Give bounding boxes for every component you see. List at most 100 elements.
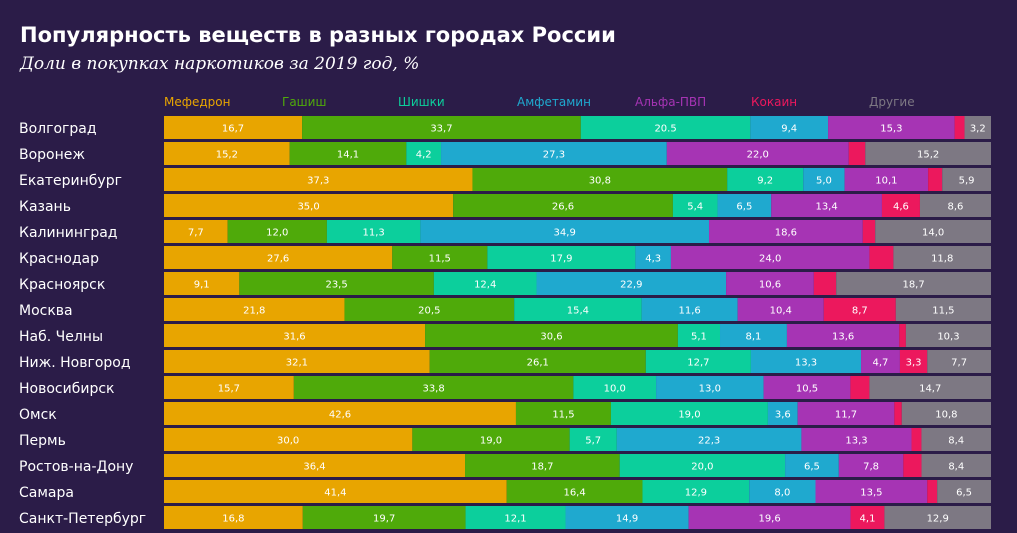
data-label-наб-челны-4: 13,6: [832, 332, 854, 343]
bar-segment-новосибирск-3: [656, 376, 764, 399]
data-label-санкт-петербург-3: 14,9: [616, 514, 638, 525]
data-label-казань-0: 35,0: [297, 202, 319, 213]
data-label-воронеж-0: 15,2: [216, 150, 238, 161]
data-label-ниж-новгород-3: 13,3: [795, 358, 817, 369]
data-label-екатеринбург-1: 30,8: [589, 176, 611, 187]
data-label-новосибирск-2: 10,0: [604, 384, 626, 395]
data-label-москва-4: 10,4: [770, 306, 792, 317]
bar-segment-ростов-на-дону-4: [838, 454, 904, 477]
bar-segment-москва-0: [164, 298, 345, 321]
bar-segment-калининград-1: [227, 220, 327, 243]
city-label-самара: Самара: [19, 485, 74, 501]
data-label-самара-4: 13,5: [860, 488, 882, 499]
bar-segment-ниж-новгород-2: [645, 350, 751, 373]
bar-segment-омск-2: [610, 402, 768, 425]
data-label-пермь-2: 5,7: [585, 436, 601, 447]
bar-segment-наб-челны-2: [677, 324, 721, 347]
city-label-ростов-на-дону: Ростов-на-Дону: [19, 459, 133, 475]
bar-segment-калининград-4: [708, 220, 863, 243]
bar-segment-казань-2: [672, 194, 718, 217]
bar-segment-екатеринбург-0: [164, 168, 473, 191]
bar-segment-красноярск-6: [836, 272, 991, 295]
data-label-краснодар-3: 4,3: [645, 254, 661, 265]
bar-segment-казань-0: [164, 194, 454, 217]
bar-segment-омск-5: [894, 402, 902, 425]
bar-segment-наб-челны-1: [425, 324, 678, 347]
legend-label-1: Гашиш: [282, 95, 326, 109]
bar-segment-санкт-петербург-3: [565, 506, 689, 529]
bar-segment-калининград-5: [862, 220, 876, 243]
bar-segment-воронеж-1: [289, 142, 407, 165]
data-label-пермь-0: 30,0: [277, 436, 299, 447]
city-label-санкт-петербург: Санкт-Петербург: [19, 511, 146, 527]
data-label-волгоград-0: 16,7: [222, 124, 244, 135]
bar-segment-ниж-новгород-5: [899, 350, 928, 373]
data-label-волгоград-2: 20.5: [654, 124, 676, 135]
bar-segment-санкт-петербург-2: [465, 506, 566, 529]
legend-label-3: Амфетамин: [517, 95, 591, 109]
data-label-наб-челны-6: 10,3: [937, 332, 959, 343]
bar-segment-красноярск-0: [164, 272, 240, 295]
bar-segment-волгоград-2: [580, 116, 751, 139]
bar-segment-екатеринбург-4: [844, 168, 929, 191]
data-label-ниж-новгород-0: 32,1: [286, 358, 308, 369]
data-label-калининград-3: 34,9: [554, 228, 576, 239]
bar-segment-волгоград-4: [828, 116, 955, 139]
data-label-калининград-2: 11,3: [363, 228, 385, 239]
bar-segment-воронеж-3: [441, 142, 667, 165]
bar-segment-ростов-на-дону-5: [903, 454, 922, 477]
data-label-екатеринбург-0: 37,3: [307, 176, 329, 187]
data-label-краснодар-1: 11,5: [429, 254, 451, 265]
data-label-самара-2: 12,9: [685, 488, 707, 499]
city-label-краснодар: Краснодар: [19, 251, 99, 267]
data-label-москва-3: 11,6: [679, 306, 701, 317]
data-label-екатеринбург-4: 10,1: [875, 176, 897, 187]
bar-segment-наб-челны-4: [786, 324, 900, 347]
data-label-волгоград-4: 15,3: [880, 124, 902, 135]
data-label-новосибирск-3: 13,0: [699, 384, 721, 395]
bar-segment-пермь-3: [616, 428, 802, 451]
bar-segment-москва-2: [514, 298, 642, 321]
data-label-казань-2: 5,4: [687, 202, 703, 213]
data-label-казань-1: 26,6: [552, 202, 574, 213]
bar-segment-наб-челны-0: [164, 324, 426, 347]
bar-segment-екатеринбург-6: [942, 168, 991, 191]
data-label-калининград-1: 12,0: [266, 228, 288, 239]
data-label-пермь-3: 22,3: [698, 436, 720, 447]
data-label-ниж-новгород-1: 26,1: [527, 358, 549, 369]
data-label-ростов-на-дону-0: 36,4: [303, 462, 325, 473]
city-label-ниж-новгород: Ниж. Новгород: [19, 355, 131, 371]
data-label-краснодар-2: 17,9: [550, 254, 572, 265]
bar-segment-краснодар-4: [670, 246, 870, 269]
data-label-ростов-на-дону-1: 18,7: [531, 462, 553, 473]
city-label-волгоград: Волгоград: [19, 121, 97, 137]
bar-segment-казань-6: [919, 194, 991, 217]
bar-segment-самара-6: [937, 480, 991, 503]
data-label-наб-челны-2: 5,1: [691, 332, 707, 343]
data-label-москва-6: 11,5: [932, 306, 954, 317]
bar-segment-омск-1: [515, 402, 611, 425]
data-label-ниж-новгород-2: 12,7: [687, 358, 709, 369]
data-label-екатеринбург-2: 9,2: [757, 176, 773, 187]
bar-segment-самара-4: [815, 480, 928, 503]
data-label-ниж-новгород-6: 7,7: [951, 358, 967, 369]
bar-segment-екатеринбург-2: [727, 168, 804, 191]
bar-segment-москва-6: [895, 298, 991, 321]
bar-segment-краснодар-5: [869, 246, 894, 269]
plot-area: Волгоград 16,7 33,7 20.5 9,4 15,3 3,2 Воронеж 15…: [19, 116, 991, 529]
bar-segment-самара-3: [749, 480, 816, 503]
bar-segment-красноярск-4: [726, 272, 814, 295]
data-label-новосибирск-6: 14,7: [919, 384, 941, 395]
data-label-самара-3: 8,0: [774, 488, 790, 499]
data-label-москва-0: 21,8: [243, 306, 265, 317]
bar-segment-наб-челны-6: [905, 324, 991, 347]
data-label-новосибирск-1: 33,8: [422, 384, 444, 395]
bar-segment-краснодар-1: [392, 246, 488, 269]
bar-segment-ниж-новгород-6: [927, 350, 991, 373]
data-label-казань-6: 8,6: [948, 202, 964, 213]
bar-segment-калининград-3: [420, 220, 709, 243]
city-label-новосибирск: Новосибирск: [19, 381, 114, 397]
bar-segment-самара-5: [927, 480, 938, 503]
bar-segment-казань-5: [881, 194, 920, 217]
